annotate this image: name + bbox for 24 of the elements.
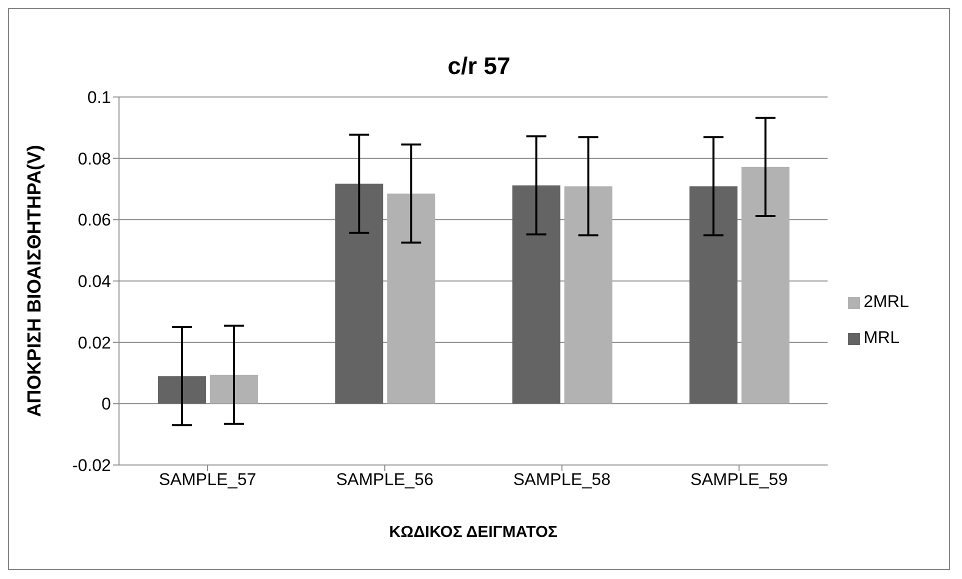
bar — [158, 376, 206, 404]
x-tick-label: SAMPLE_58 — [513, 470, 611, 490]
bar — [741, 166, 790, 404]
bar — [387, 194, 436, 404]
bar — [335, 184, 384, 404]
bar — [512, 185, 560, 404]
y-tick-label: 0.04 — [78, 272, 111, 292]
y-axis-title: ΑΠΟΚΡΙΣΗ ΒΙΟΑΙΣΘΗΤΗΡΑ(V) — [24, 144, 46, 418]
bar — [564, 186, 612, 404]
chart-title: c/r 57 — [446, 53, 512, 82]
bar — [210, 374, 258, 404]
bar — [689, 186, 738, 404]
y-tick-label: 0.02 — [78, 333, 111, 352]
x-axis-title: ΚΩΔΙΚΟΣ ΔΕΙΓΜΑΤΟΣ — [389, 524, 558, 541]
y-tick-label: 0.06 — [78, 210, 111, 230]
x-tick-label: SAMPLE_57 — [158, 470, 256, 490]
x-tick-label: SAMPLE_56 — [336, 470, 434, 490]
y-tick-label: 0.1 — [87, 88, 111, 108]
y-tick-label: 0 — [102, 394, 111, 414]
legend-label: MRL — [864, 328, 900, 347]
legend-label: 2MRL — [864, 292, 909, 311]
x-tick-label: SAMPLE_59 — [690, 470, 788, 490]
y-tick-label: -0.02 — [72, 456, 111, 476]
y-tick-label: 0.08 — [78, 149, 111, 168]
